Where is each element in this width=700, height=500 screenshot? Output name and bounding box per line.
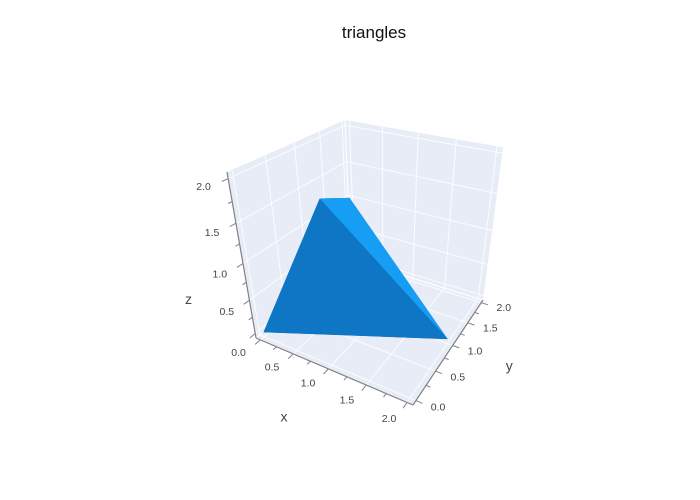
y-minor-tick xyxy=(474,312,480,315)
y-grid-line xyxy=(264,155,287,314)
z-grid-line xyxy=(345,124,503,154)
z-minor-tick xyxy=(242,281,247,286)
x-tick-label: 1.0 xyxy=(301,377,316,389)
axes: 0.00.51.01.52.0x0.00.51.01.52.0y0.51.01.… xyxy=(185,171,513,425)
y-tick-label: 0.0 xyxy=(431,401,446,413)
x-tick-label: 0.5 xyxy=(265,362,280,374)
x-axis-line xyxy=(255,337,414,406)
z-tick-label: 1.0 xyxy=(212,269,227,281)
z-grid-line xyxy=(235,161,347,224)
mesh3d-trace xyxy=(263,197,448,340)
z-tick xyxy=(243,299,250,305)
z-minor-tick xyxy=(248,316,253,321)
y-tick xyxy=(467,322,475,326)
y-tick-label: 1.0 xyxy=(468,346,483,358)
x-tick xyxy=(254,339,261,345)
z-minor-tick xyxy=(235,243,240,247)
x-tick xyxy=(361,384,367,391)
z-tick-label: 1.5 xyxy=(205,227,220,239)
x-tick-label: 1.5 xyxy=(340,394,355,406)
y-tick-label: 1.5 xyxy=(483,323,498,335)
z-axis-title: z xyxy=(185,291,192,307)
z-axis-line xyxy=(226,171,257,339)
x-minor-tick xyxy=(343,376,348,381)
y-minor-tick xyxy=(444,357,449,360)
z-grid-line xyxy=(347,194,493,231)
x-grid-line xyxy=(477,146,498,299)
x-grid-line xyxy=(444,139,457,289)
x-tick-label: 0.0 xyxy=(231,347,246,359)
x-minor-tick xyxy=(272,346,277,351)
z-axis: 0.5 1.0 1.5 2.0 z xyxy=(185,171,257,339)
z-tick-label: 2.0 xyxy=(196,181,211,193)
z-grid-line xyxy=(346,161,498,194)
x-tick xyxy=(323,368,329,375)
mesh-face xyxy=(319,197,448,340)
y-tick-label: 0.5 xyxy=(451,372,466,384)
y-axis-title: y xyxy=(506,358,513,374)
y-minor-tick xyxy=(425,384,431,388)
y-grid-line xyxy=(259,334,417,402)
z-minor-tick xyxy=(227,201,233,204)
z-tick xyxy=(221,178,229,182)
z-tick xyxy=(249,333,256,339)
x-axis-title: x xyxy=(281,408,288,424)
z-tick-label: 0.5 xyxy=(219,306,234,318)
x-axis: 0.0 0.5 1.0 1.5 2.0 x xyxy=(231,337,414,425)
mesh-face xyxy=(263,198,448,340)
z-tick xyxy=(236,263,244,268)
x-grid-line xyxy=(412,132,419,279)
y-tick-label: 2.0 xyxy=(497,302,512,314)
x-minor-tick xyxy=(306,360,311,365)
y-tick xyxy=(435,370,443,375)
y-minor-tick xyxy=(460,333,465,336)
y-axis-line xyxy=(412,299,484,406)
x-grid-line xyxy=(406,298,479,403)
x-tick-label: 2.0 xyxy=(382,413,397,425)
z-grid-line xyxy=(227,124,346,180)
y-tick xyxy=(415,400,423,404)
y-tick xyxy=(452,345,460,349)
x-tick xyxy=(287,353,294,360)
z-tick xyxy=(229,222,237,228)
y-tick xyxy=(481,302,489,306)
chart-title: triangles xyxy=(341,23,407,42)
y-grid-line xyxy=(231,169,261,335)
x-tick xyxy=(402,402,408,409)
y-axis: 0.0 0.5 1.01.5 2.0 y xyxy=(412,299,513,413)
x-minor-tick xyxy=(383,393,387,398)
